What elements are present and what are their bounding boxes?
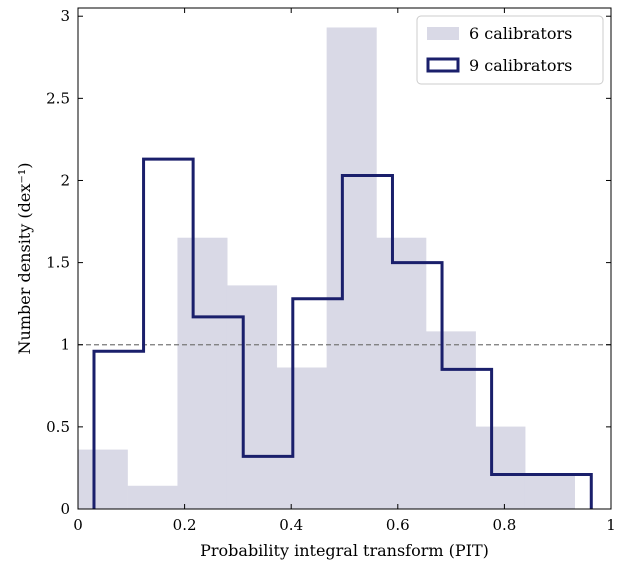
y-tick-label: 1 — [60, 336, 70, 354]
x-tick-label: 0 — [73, 516, 83, 534]
filled-histogram — [77, 27, 576, 510]
y-tick-label: 0.5 — [46, 418, 70, 436]
histogram-bar — [326, 27, 377, 510]
histogram-bar — [127, 485, 178, 510]
x-tick-label: 1 — [606, 516, 616, 534]
histogram-bar — [524, 474, 576, 510]
x-axis-label: Probability integral transform (PIT) — [200, 541, 489, 560]
y-tick-label: 2 — [60, 171, 70, 189]
histogram-bar — [276, 367, 328, 510]
y-tick-label: 3 — [60, 7, 70, 25]
legend-label: 9 calibrators — [469, 56, 572, 75]
x-tick-label: 0.8 — [492, 516, 516, 534]
histogram-bar — [475, 426, 526, 510]
histogram-bar — [226, 285, 278, 510]
legend-swatch-step — [426, 57, 460, 73]
legend: 6 calibrators 9 calibrators — [416, 15, 604, 85]
y-axis-label: Number density (dex⁻¹) — [15, 163, 34, 355]
x-tick-label: 0.4 — [279, 516, 303, 534]
legend-swatch-filled — [427, 27, 459, 40]
histogram-bar — [177, 237, 228, 510]
x-tick-label: 0.2 — [173, 516, 197, 534]
y-tick-label: 1.5 — [46, 254, 70, 272]
legend-box — [416, 15, 604, 85]
histogram-bar — [376, 237, 427, 510]
plot-frame — [77, 7, 612, 510]
y-tick-label: 0 — [60, 500, 70, 518]
histogram-bar — [77, 449, 128, 510]
legend-label: 6 calibrators — [469, 24, 572, 43]
step-histogram — [92, 157, 593, 509]
x-tick-label: 0.6 — [386, 516, 410, 534]
axis-ticks: 0 0.2 0.4 0.6 0.8 1 0 0.5 1 1.5 2 2.5 3 — [46, 7, 616, 534]
y-tick-label: 2.5 — [46, 89, 70, 107]
histogram-bar — [425, 331, 476, 510]
step-line — [92, 157, 593, 509]
